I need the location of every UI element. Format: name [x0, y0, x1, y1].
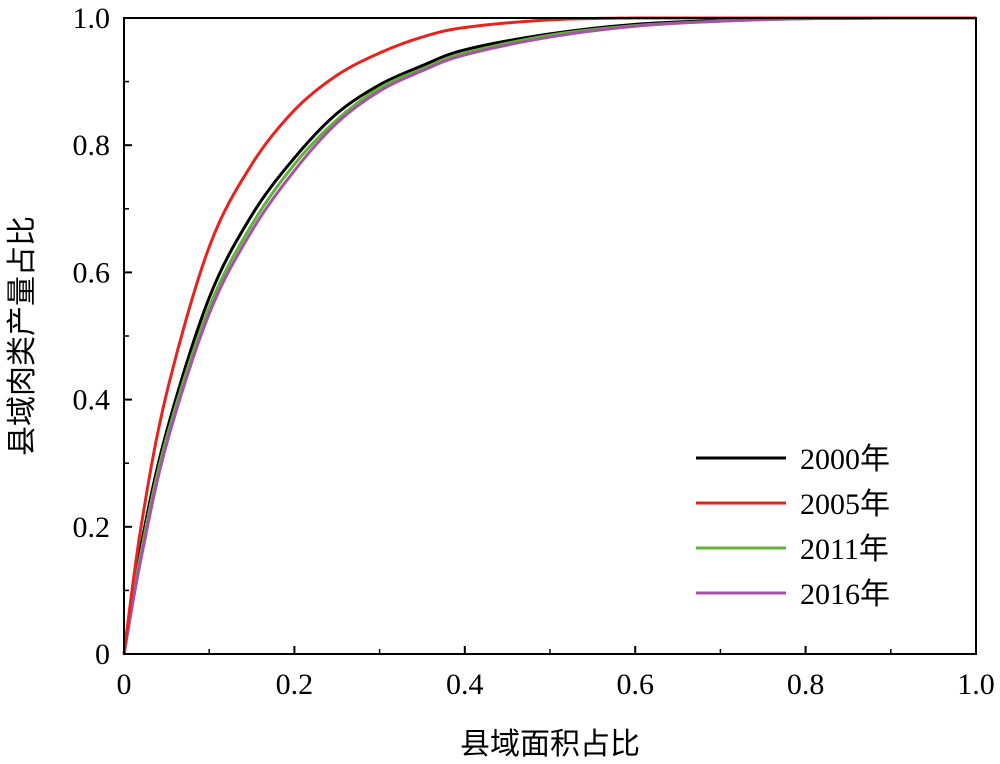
legend-label: 2011年 — [800, 533, 889, 566]
legend-label: 2000年 — [800, 443, 890, 476]
x-tick-label: 0 — [117, 668, 132, 701]
y-tick-label: 0.2 — [73, 511, 111, 544]
x-tick-label: 0.2 — [276, 668, 314, 701]
y-tick-label: 0.6 — [73, 256, 111, 289]
y-tick-label: 0.8 — [73, 129, 111, 162]
x-axis-title: 县域面积占比 — [460, 727, 640, 762]
x-tick-label: 1.0 — [957, 668, 995, 701]
y-tick-label: 0.4 — [73, 384, 111, 417]
legend-label: 2016年 — [800, 578, 890, 611]
x-tick-label: 0.8 — [787, 668, 825, 701]
x-tick-label: 0.4 — [446, 668, 484, 701]
axis-tick-labels: 0 0.2 0.4 0.6 0.8 1.0 0 0.2 0.4 0.6 0.8 1.0 — [73, 2, 995, 701]
legend: 2000年 2005年 2011年 2016年 — [696, 443, 890, 611]
x-tick-label: 0.6 — [616, 668, 654, 701]
y-axis-title: 县域肉类产量占比 — [5, 216, 40, 456]
y-tick-label: 1.0 — [73, 2, 111, 35]
axis-ticks — [123, 17, 977, 655]
legend-label: 2005年 — [800, 488, 890, 521]
y-tick-label: 0 — [95, 638, 110, 671]
